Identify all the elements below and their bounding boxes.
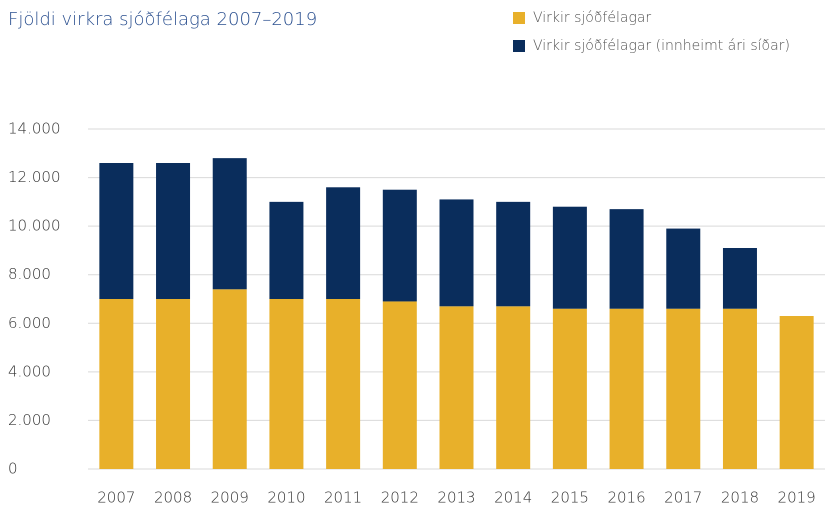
bar-segment <box>326 299 361 469</box>
x-tick-label: 2012 <box>381 489 419 507</box>
legend-label: Virkir sjóðfélagar (innheimt ári síðar) <box>533 38 790 54</box>
bar-segment <box>382 189 417 302</box>
bar-segment <box>212 158 247 290</box>
y-tick-label: 4.000 <box>8 362 51 380</box>
x-tick-label: 2009 <box>211 489 249 507</box>
bar-segment <box>552 206 587 309</box>
bar-segment <box>496 201 531 307</box>
y-tick-label: 8.000 <box>8 265 51 283</box>
bar-segment <box>439 199 474 307</box>
bar-segment <box>99 299 134 469</box>
bar-segment <box>326 187 361 299</box>
bar-segment <box>269 201 304 299</box>
x-tick-label: 2016 <box>607 489 645 507</box>
y-tick-label: 12.000 <box>8 168 61 186</box>
legend-swatch <box>513 12 525 24</box>
y-tick-label: 2.000 <box>8 411 51 429</box>
bar-segment <box>609 308 644 469</box>
y-tick-label: 14.000 <box>8 120 61 138</box>
bar-segment <box>212 289 247 469</box>
x-tick-label: 2011 <box>324 489 362 507</box>
bar-segment <box>666 308 701 469</box>
x-tick-label: 2015 <box>551 489 589 507</box>
bar-segment <box>156 163 191 299</box>
chart-title: Fjöldi virkra sjóðfélaga 2007–2019 <box>8 9 317 30</box>
bar-segment <box>156 299 191 469</box>
bar-segment <box>779 316 814 469</box>
bar-segment <box>722 248 757 309</box>
y-tick-label: 0 <box>8 460 18 478</box>
bar-segment <box>496 306 531 469</box>
bar-segment <box>382 301 417 469</box>
x-tick-label: 2019 <box>778 489 816 507</box>
x-tick-label: 2014 <box>494 489 532 507</box>
bar-segment <box>439 306 474 469</box>
bar-segment <box>666 228 701 309</box>
x-tick-label: 2018 <box>721 489 759 507</box>
bar-segment <box>269 299 304 469</box>
x-tick-label: 2007 <box>97 489 135 507</box>
legend-label: Virkir sjóðfélagar <box>533 10 651 26</box>
y-tick-label: 10.000 <box>8 217 61 235</box>
x-tick-label: 2008 <box>154 489 192 507</box>
x-tick-label: 2013 <box>437 489 475 507</box>
legend-swatch <box>513 40 525 52</box>
bar-segment <box>722 308 757 469</box>
y-tick-label: 6.000 <box>8 314 51 332</box>
x-tick-label: 2010 <box>267 489 305 507</box>
bar-segment <box>609 209 644 309</box>
bar-segment <box>99 163 134 299</box>
bar-segment <box>552 308 587 469</box>
x-tick-label: 2017 <box>664 489 702 507</box>
